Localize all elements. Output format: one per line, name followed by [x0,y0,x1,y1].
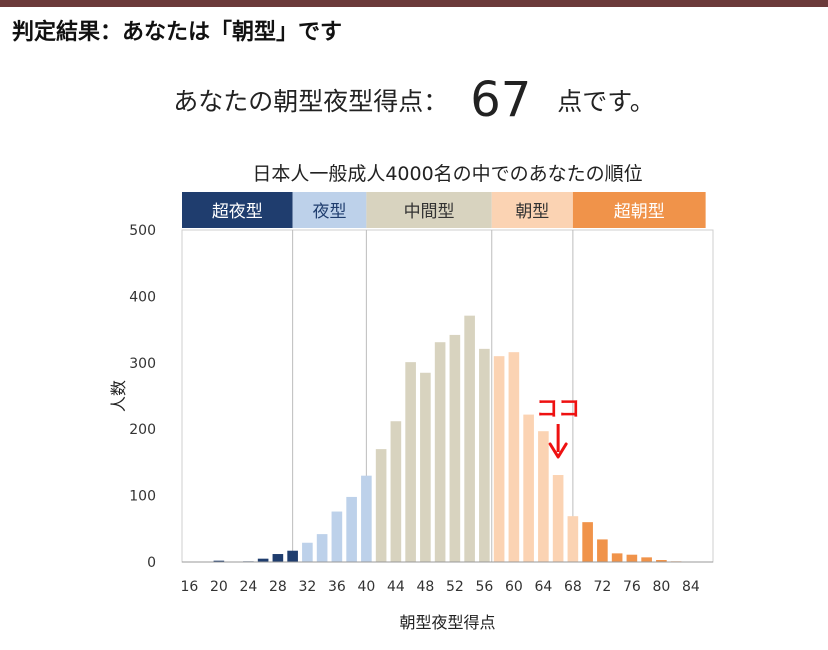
x-tick-label: 76 [623,579,641,595]
category-band-1 [182,192,293,228]
top-accent-bar [0,0,828,7]
bar-26 [257,558,269,562]
bar-50 [434,342,446,562]
bar-36 [331,511,343,562]
x-tick-label: 20 [210,579,228,595]
x-tick-label: 28 [269,579,287,595]
plot-frame [181,229,714,563]
marker-arrow-head [548,442,568,459]
bar-72 [597,539,608,562]
chart-title: 日本人一般成人4000名の中でのあなたの順位 [252,163,642,185]
bar-40 [361,475,372,562]
category-band-5 [572,192,706,228]
x-tick-label: 84 [682,579,700,595]
bar-32 [302,542,313,562]
y-tick-label: 500 [129,223,156,239]
y-tick-label: 200 [129,422,156,438]
x-axis-title: 朝型夜型得点 [399,613,495,632]
bar-44 [390,421,402,562]
category-band-3 [366,192,492,228]
bar-20 [213,560,225,562]
x-tick-label: 80 [652,579,670,595]
bar-62 [523,414,534,562]
category-band-2 [292,192,367,228]
bar-58 [493,356,505,562]
bar-28 [272,554,284,562]
x-tick-label: 16 [180,579,198,595]
bar-46 [405,362,416,562]
x-tick-label: 68 [564,579,582,595]
category-label-3: 中間型 [404,202,455,222]
bar-56 [479,348,490,562]
y-tick-label: 300 [129,356,156,372]
x-tick-label: 60 [505,579,523,595]
bar-60 [508,352,520,562]
x-tick-label: 36 [328,579,346,595]
bar-76 [626,554,638,562]
bar-52 [449,334,461,562]
bar-70 [582,522,593,562]
category-band-4 [491,192,573,228]
bar-64 [538,431,549,562]
category-label-2: 夜型 [313,202,347,222]
bar-54 [464,315,475,562]
bar-66 [552,475,564,562]
x-tick-label: 48 [416,579,434,595]
y-axis-title: 人数 [109,380,128,412]
score-suffix: 点です。 [557,87,655,116]
bar-34 [316,534,328,562]
x-tick-label: 24 [239,579,257,595]
bar-80 [656,560,667,562]
bar-74 [611,553,623,562]
x-tick-label: 32 [298,579,316,595]
x-tick-label: 56 [475,579,493,595]
score-value: 67 [470,72,532,128]
bar-42 [375,449,387,562]
bar-78 [641,557,652,562]
bar-68 [567,516,579,562]
x-tick-label: 40 [357,579,375,595]
y-tick-label: 400 [129,289,156,305]
category-label-4: 朝型 [515,202,549,222]
bar-48 [420,372,431,562]
marker-label: ココ [536,397,580,422]
score-prefix: あなたの朝型夜型得点： [173,87,449,116]
y-tick-label: 100 [129,489,156,505]
score-line: あなたの朝型夜型得点： 67 点です。 [0,72,828,128]
x-tick-label: 72 [593,579,611,595]
y-tick-label: 0 [147,555,156,571]
x-tick-label: 52 [446,579,464,595]
x-tick-label: 64 [534,579,552,595]
bar-30 [287,550,298,562]
page-title: 判定結果：あなたは「朝型」です [12,20,343,45]
category-label-1: 超夜型 [212,202,263,222]
category-label-5: 超朝型 [614,202,665,222]
x-tick-label: 44 [387,579,405,595]
bar-38 [346,496,357,562]
